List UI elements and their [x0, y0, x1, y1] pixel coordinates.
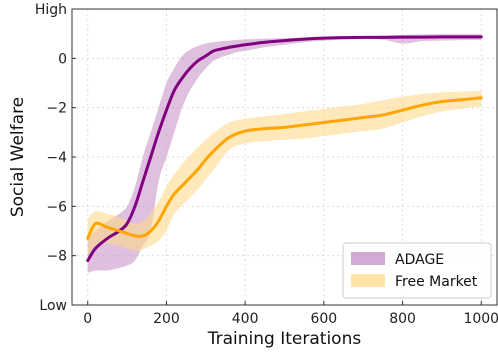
legend-label-free-market: Free Market — [395, 274, 478, 290]
y-tick-label: −2 — [46, 101, 67, 117]
y-tick-label: Low — [39, 298, 67, 314]
series-lines — [86, 35, 483, 263]
y-axis-label: Social Welfare — [8, 97, 28, 217]
confidence-bands — [87, 34, 482, 273]
x-tick-label: 0 — [83, 311, 92, 327]
legend-label-adage: ADAGE — [395, 252, 444, 268]
y-tick-label: −4 — [46, 150, 67, 166]
x-tick-label: 1000 — [463, 311, 498, 327]
x-tick-label: 800 — [389, 311, 416, 327]
legend: ADAGE Free Market — [342, 242, 492, 299]
x-axis-label: Training Iterations — [207, 329, 362, 349]
line-free-market — [86, 96, 483, 240]
y-tick-label: 0 — [58, 51, 67, 67]
band-free-market — [87, 90, 482, 256]
band-adage — [87, 34, 482, 273]
x-tick-label: 200 — [153, 311, 180, 327]
y-tick-label: High — [35, 2, 67, 18]
legend-swatch-free-market — [351, 274, 385, 287]
axis-ticks: 0 200 400 600 800 1000 High 0 −2 −4 −6 −8 Low — [35, 2, 498, 327]
y-tick-label: −6 — [46, 199, 67, 215]
x-tick-label: 400 — [232, 311, 259, 327]
x-tick-label: 600 — [310, 311, 337, 327]
y-tick-label: −8 — [46, 249, 67, 265]
line-adage — [86, 35, 483, 263]
legend-swatch-adage — [351, 252, 385, 265]
